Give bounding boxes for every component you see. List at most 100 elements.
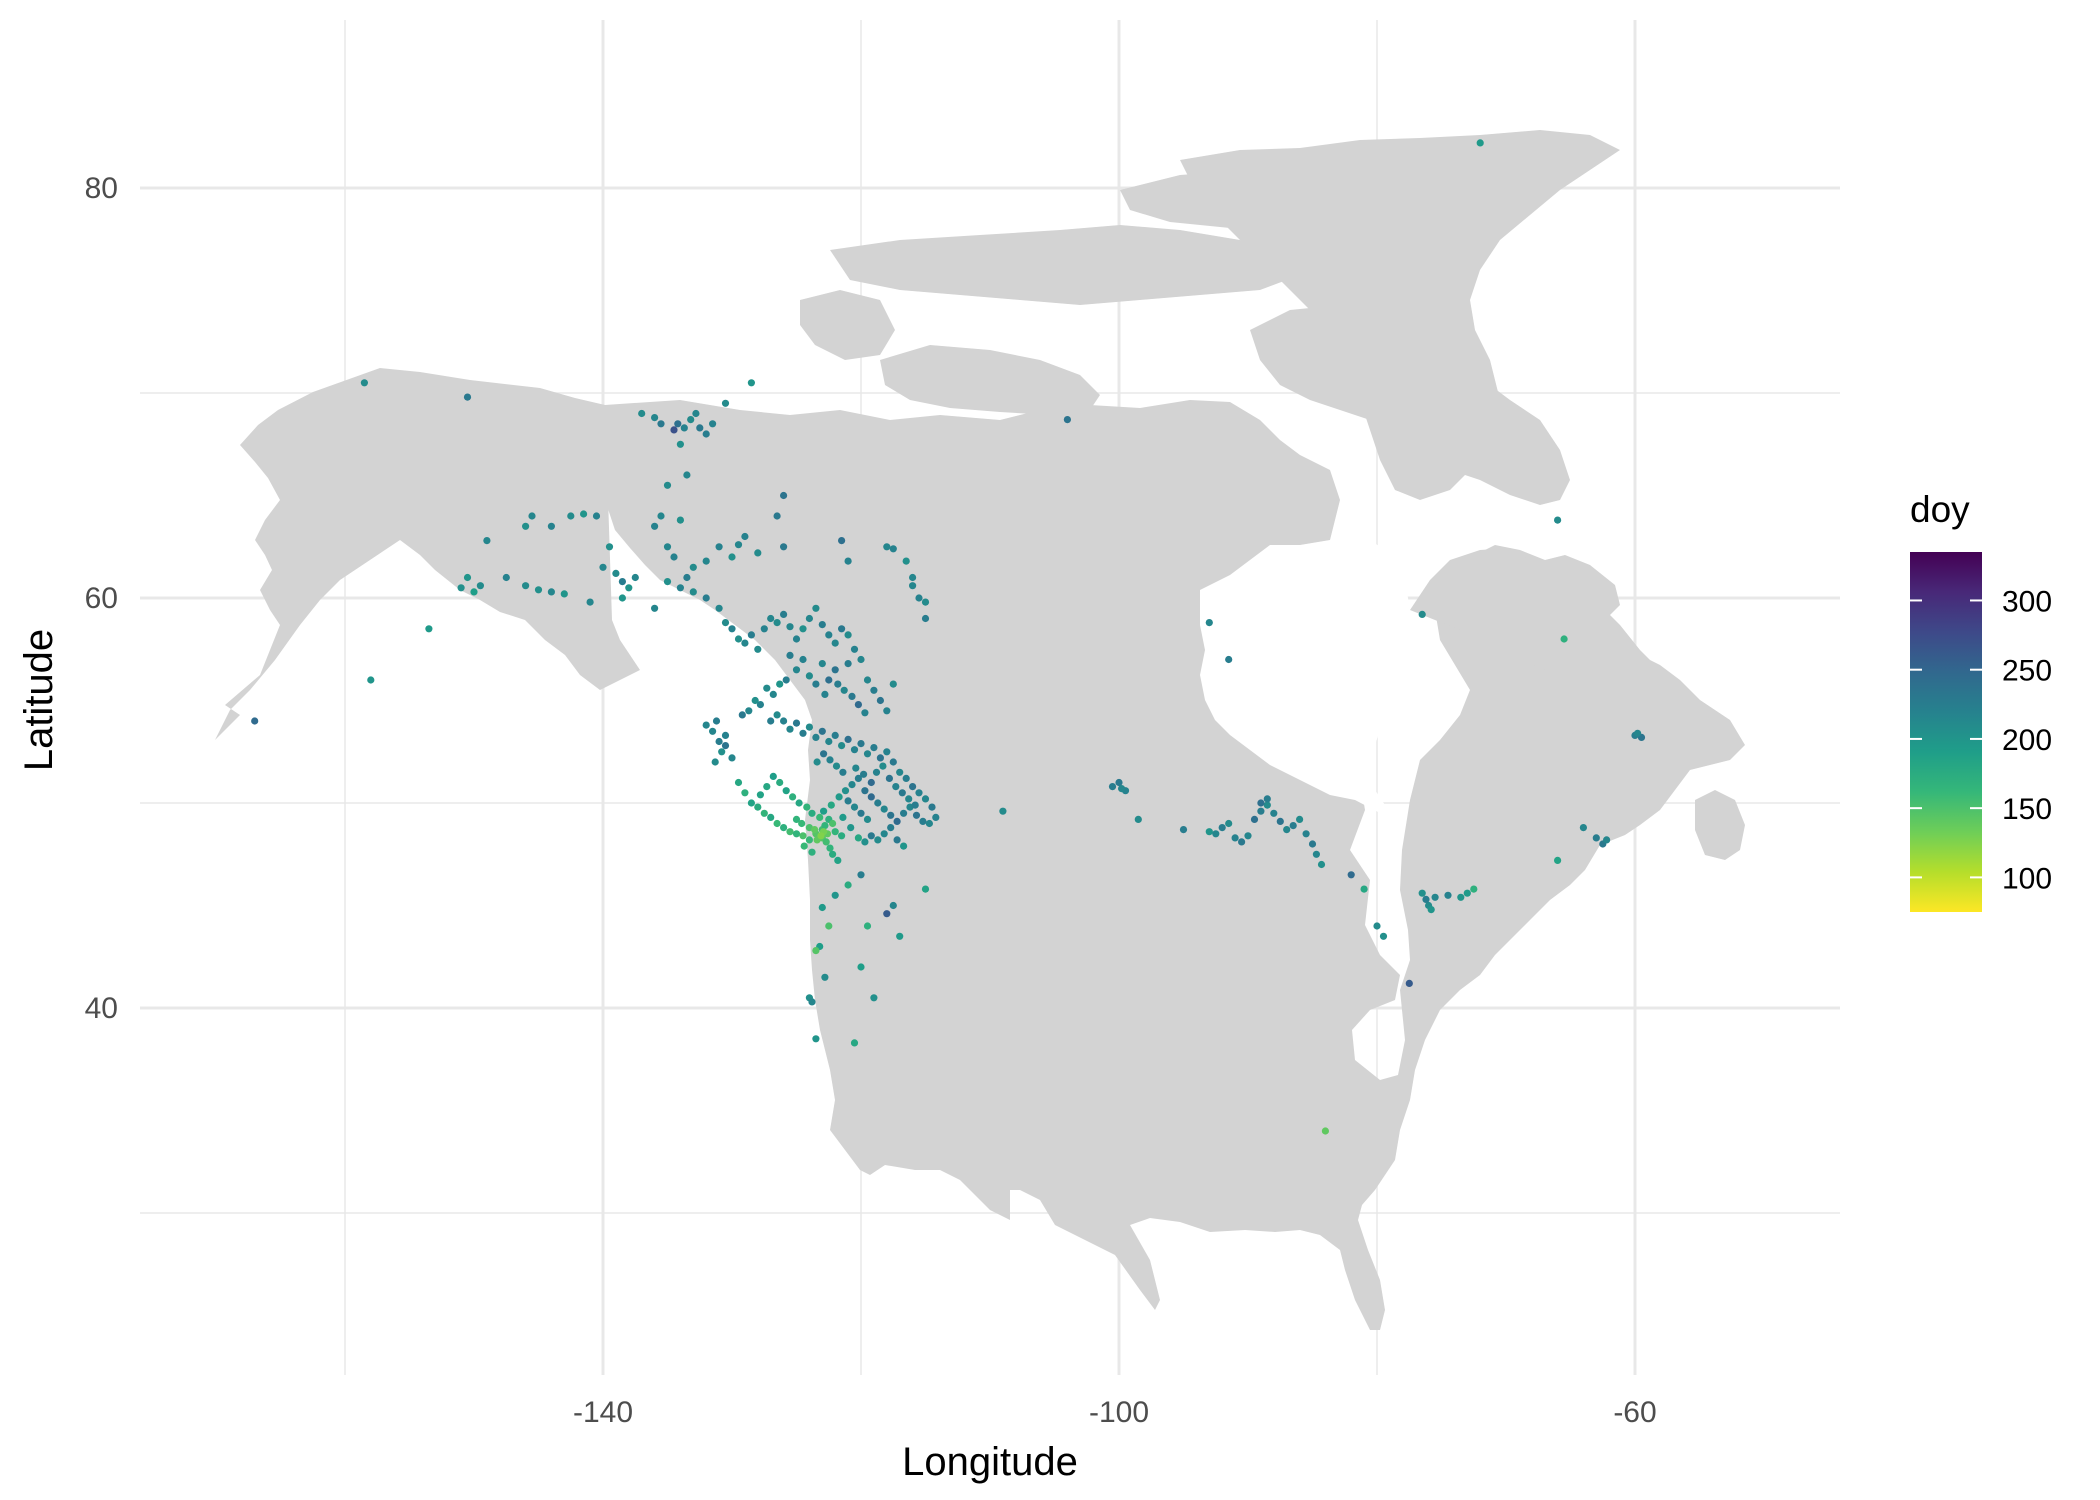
land-labrador — [1410, 548, 1700, 760]
data-point — [839, 768, 847, 776]
data-point — [805, 672, 814, 680]
data-point — [1205, 619, 1213, 627]
land-newfoundland — [1695, 790, 1745, 860]
data-point — [651, 522, 659, 530]
data-point — [831, 639, 839, 647]
data-point — [1263, 801, 1271, 809]
data-point — [780, 491, 788, 500]
data-point — [1405, 979, 1413, 988]
data-point — [844, 881, 852, 889]
data-point — [1302, 830, 1310, 838]
data-point — [463, 393, 472, 401]
data-point — [1225, 819, 1233, 828]
data-point — [915, 594, 923, 602]
data-point — [812, 604, 820, 612]
data-point — [769, 772, 777, 781]
data-point — [776, 778, 784, 787]
data-point — [1418, 889, 1426, 897]
data-point — [840, 686, 848, 694]
data-point — [769, 690, 777, 699]
data-point — [850, 746, 859, 754]
data-point — [863, 676, 872, 684]
data-point — [827, 801, 835, 809]
legend-ticks: 100 150 200 250 300 — [1910, 585, 2052, 895]
data-point — [1231, 834, 1239, 842]
data-point — [773, 711, 781, 719]
data-point — [728, 553, 736, 561]
legend-title: doy — [1910, 489, 1970, 530]
data-point — [1225, 655, 1233, 664]
legend-tick-label: 100 — [2002, 862, 2052, 895]
data-point — [880, 805, 888, 813]
data-points — [251, 139, 1646, 1135]
data-point — [867, 778, 875, 787]
data-point — [754, 645, 762, 653]
data-point — [1554, 516, 1562, 524]
data-point — [799, 832, 807, 840]
data-point — [893, 836, 901, 844]
data-point — [786, 651, 794, 660]
data-point — [786, 623, 794, 631]
data-point — [657, 420, 665, 428]
data-point — [683, 573, 691, 582]
data-point — [676, 516, 685, 524]
data-point — [925, 819, 934, 828]
data-point — [792, 719, 801, 727]
axes: -140 -100 -60 40 60 80 — [85, 172, 1657, 1429]
data-point — [799, 729, 807, 737]
data-point — [850, 645, 859, 653]
data-point — [1289, 822, 1297, 830]
data-point — [911, 801, 919, 809]
data-point — [1317, 860, 1326, 869]
data-point — [687, 416, 695, 424]
data-point — [820, 807, 828, 815]
data-point — [803, 803, 811, 811]
data-point — [592, 512, 601, 520]
data-point — [887, 811, 895, 819]
data-point — [852, 764, 860, 772]
data-point — [1312, 850, 1320, 858]
data-point — [838, 537, 846, 545]
data-point — [734, 541, 743, 549]
data-point — [751, 696, 759, 705]
data-point — [825, 737, 833, 746]
data-point — [812, 1035, 820, 1043]
data-point — [1470, 885, 1478, 893]
data-point — [367, 676, 375, 684]
data-point — [425, 625, 433, 633]
legend-tick-label: 300 — [2002, 585, 2052, 618]
data-point — [547, 588, 556, 596]
data-point — [893, 817, 901, 826]
data-point — [631, 573, 639, 582]
data-point — [1379, 932, 1388, 940]
data-point — [776, 680, 784, 688]
data-point — [805, 614, 814, 623]
data-point — [825, 922, 833, 930]
data-point — [883, 707, 891, 715]
data-point — [921, 614, 930, 623]
data-point — [786, 725, 794, 733]
data-point — [773, 619, 781, 627]
data-point — [1373, 922, 1381, 930]
data-point — [870, 994, 878, 1002]
data-point — [1308, 840, 1317, 848]
data-point — [889, 758, 897, 766]
data-point — [1592, 834, 1600, 842]
data-point — [831, 731, 839, 740]
data-point — [689, 588, 697, 596]
data-point — [821, 973, 829, 981]
data-point — [605, 543, 614, 551]
data-point — [1457, 893, 1465, 901]
y-axis-title: Latitude — [17, 629, 61, 771]
data-point — [567, 512, 575, 520]
data-point — [734, 635, 743, 643]
data-point — [857, 871, 865, 879]
x-tick-label: -100 — [1089, 1396, 1149, 1429]
data-point — [721, 731, 730, 740]
data-point — [638, 409, 646, 418]
data-point — [1427, 906, 1435, 914]
data-point — [861, 709, 869, 717]
data-point — [599, 563, 607, 571]
data-point — [522, 522, 530, 530]
data-point — [932, 813, 940, 822]
